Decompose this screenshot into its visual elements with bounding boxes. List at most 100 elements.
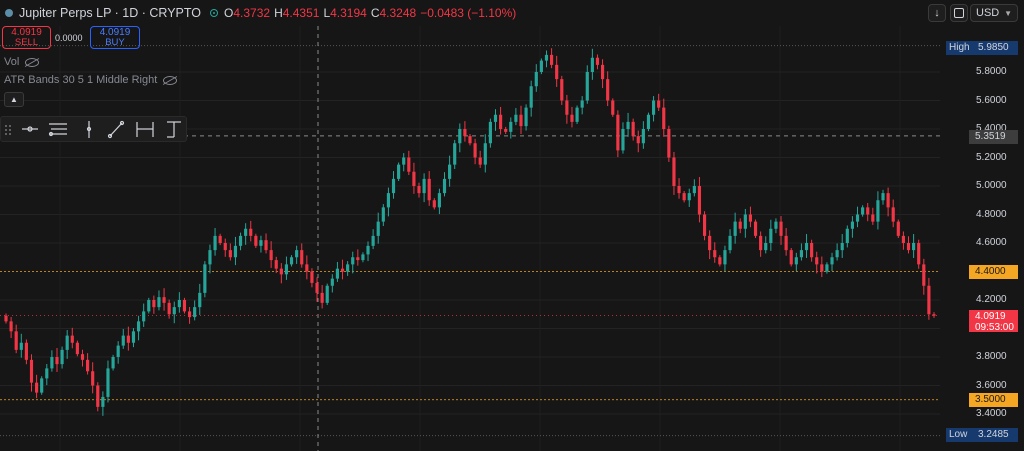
candle-body bbox=[136, 321, 141, 332]
candle-body bbox=[432, 200, 436, 208]
candle-body bbox=[448, 164, 452, 179]
candle-body bbox=[825, 264, 829, 272]
candle-body bbox=[193, 307, 197, 318]
price-tick-label: 3.8000 bbox=[976, 351, 1007, 362]
candle-body bbox=[366, 245, 370, 255]
collapse-indicators-button[interactable]: ▲ bbox=[4, 92, 24, 107]
candle-body bbox=[616, 114, 620, 151]
candle-body bbox=[335, 268, 340, 279]
level-label-lower: 3.5000 bbox=[969, 393, 1018, 407]
candle-body bbox=[769, 228, 773, 243]
indicator-atr-bands[interactable]: ATR Bands 30 5 1 Middle Right bbox=[4, 74, 178, 86]
candle-body bbox=[550, 54, 554, 65]
candle-body bbox=[697, 186, 702, 215]
candle-body bbox=[274, 260, 278, 269]
candle-body bbox=[759, 235, 763, 251]
candle-body bbox=[203, 264, 207, 293]
candle-body bbox=[264, 240, 268, 251]
candle-body bbox=[499, 114, 503, 129]
candle-body bbox=[708, 235, 712, 251]
candle-body bbox=[764, 243, 768, 251]
candle-body bbox=[284, 264, 289, 275]
chart-header: Jupiter Perps LP · 1D · CRYPTO O4.3732 H… bbox=[0, 0, 520, 26]
indicator-vol[interactable]: Vol bbox=[4, 56, 40, 68]
price-range-icon[interactable] bbox=[167, 121, 181, 138]
market-status-icon bbox=[210, 9, 219, 17]
candle-body bbox=[269, 250, 273, 261]
trend-line-icon[interactable] bbox=[107, 120, 125, 139]
sell-price: 4.0919 bbox=[11, 27, 42, 38]
sell-button[interactable]: 4.0919 SELL bbox=[2, 26, 51, 49]
candle-body bbox=[351, 257, 355, 265]
candle-body bbox=[96, 385, 100, 407]
candle-body bbox=[871, 214, 875, 222]
candle-body bbox=[534, 72, 538, 87]
candle-body bbox=[310, 271, 314, 283]
drawing-toolbar-icons bbox=[5, 120, 181, 139]
download-button[interactable]: ↓ bbox=[928, 4, 946, 22]
drag-handle-icon[interactable] bbox=[5, 125, 11, 135]
candle-body bbox=[70, 335, 74, 343]
candle-body bbox=[702, 214, 707, 236]
candle-body bbox=[621, 129, 625, 151]
candle-body bbox=[325, 285, 329, 303]
candle-body bbox=[182, 300, 187, 312]
price-tick-label: 5.4000 bbox=[976, 123, 1007, 134]
candle-body bbox=[514, 114, 518, 122]
candle-body bbox=[672, 157, 676, 186]
candle-body bbox=[19, 342, 23, 350]
candle-body bbox=[468, 136, 472, 144]
candle-body bbox=[330, 278, 334, 286]
candle-body bbox=[101, 396, 105, 407]
candle-body bbox=[254, 235, 258, 246]
candle-body bbox=[228, 250, 232, 258]
eye-hidden-icon[interactable] bbox=[25, 57, 40, 67]
parallel-lines-icon[interactable] bbox=[48, 123, 67, 137]
candle-body bbox=[504, 129, 508, 132]
candle-body bbox=[295, 250, 299, 258]
buy-button[interactable]: 4.0919 BUY bbox=[90, 26, 140, 49]
candle-body bbox=[172, 307, 176, 315]
candle-body bbox=[799, 250, 804, 258]
candle-body bbox=[657, 100, 661, 108]
vertical-line-icon[interactable] bbox=[86, 121, 92, 138]
low-price-label: Low 3.2485 bbox=[946, 428, 1018, 442]
eye-hidden-icon[interactable] bbox=[163, 75, 178, 85]
fullscreen-button[interactable] bbox=[950, 4, 968, 22]
candle-body bbox=[575, 107, 579, 122]
candle-body bbox=[289, 257, 294, 265]
candle-body bbox=[906, 243, 911, 251]
candle-body bbox=[40, 378, 44, 393]
candle-body bbox=[167, 302, 171, 315]
horizontal-ray-icon[interactable] bbox=[22, 126, 38, 132]
currency-select[interactable]: USD ▼ bbox=[970, 4, 1018, 22]
candle-body bbox=[453, 143, 457, 165]
price-tick-label: 4.2000 bbox=[976, 294, 1007, 305]
candle-body bbox=[611, 100, 615, 115]
candle-body bbox=[478, 157, 482, 165]
crosshair-price-label: 5.3519 bbox=[969, 130, 1018, 144]
candle-body bbox=[922, 264, 926, 286]
candle-body bbox=[804, 243, 809, 251]
candle-body bbox=[131, 331, 136, 343]
candle-body bbox=[917, 243, 921, 265]
date-range-icon[interactable] bbox=[136, 122, 154, 137]
symbol-title[interactable]: Jupiter Perps LP · 1D · CRYPTO bbox=[19, 6, 202, 20]
candle-body bbox=[774, 221, 778, 229]
drawing-toolbar bbox=[0, 116, 187, 142]
candle-body bbox=[794, 257, 798, 265]
candle-body bbox=[315, 282, 319, 293]
candle-body bbox=[636, 136, 640, 144]
price-tick-label: 5.6000 bbox=[976, 94, 1007, 106]
candle-body bbox=[866, 207, 870, 215]
candle-body bbox=[667, 129, 671, 158]
candle-body bbox=[830, 257, 834, 265]
candle-body bbox=[932, 314, 936, 316]
candle-body bbox=[91, 371, 95, 386]
candle-body bbox=[223, 243, 227, 251]
ohlc-close: C4.3248 bbox=[370, 6, 417, 20]
candle-body bbox=[646, 114, 651, 129]
candle-body bbox=[279, 268, 283, 275]
candle-body bbox=[249, 228, 253, 236]
